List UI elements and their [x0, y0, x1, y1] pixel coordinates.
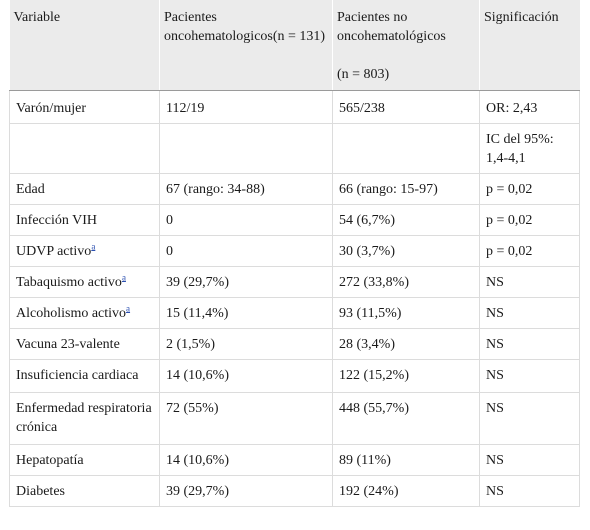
- table-row: Enfermedad respiratoria crónica 72 (55%)…: [9, 392, 580, 445]
- cell-variable: Insuficiencia cardiaca: [9, 359, 160, 393]
- cell-no-onco: [332, 123, 480, 174]
- cell-variable-text: Tabaquismo activo: [16, 275, 122, 290]
- comparison-table: Variable Pacientes oncohematologicos(n =…: [9, 0, 580, 507]
- header-no-onco-n: (n = 803): [337, 67, 390, 82]
- table-body: Varón/mujer 112/19 565/238 OR: 2,43 IC d…: [9, 90, 580, 507]
- cell-signif: NS: [479, 475, 580, 507]
- footnote-link[interactable]: a: [91, 241, 96, 252]
- cell-no-onco: 30 (3,7%): [332, 235, 480, 267]
- cell-no-onco: 28 (3,4%): [332, 328, 480, 360]
- cell-no-onco: 54 (6,7%): [332, 204, 480, 236]
- cell-no-onco: 66 (rango: 15-97): [332, 173, 480, 205]
- cell-variable: Infección VIH: [9, 204, 160, 236]
- table-header: Variable Pacientes oncohematologicos(n =…: [9, 0, 580, 91]
- cell-variable: UDVP activoa: [9, 235, 160, 267]
- header-row: Variable Pacientes oncohematologicos(n =…: [9, 0, 580, 91]
- cell-onco: 67 (rango: 34-88): [159, 173, 333, 205]
- cell-variable-text: Alcoholismo activo: [16, 306, 127, 321]
- header-onco: Pacientes oncohematologicos(n = 131): [159, 0, 333, 91]
- cell-variable: Vacuna 23-valente: [9, 328, 160, 360]
- cell-onco: 0: [159, 235, 333, 267]
- cell-signif: NS: [479, 297, 580, 329]
- header-signif-text: Significación: [484, 10, 559, 25]
- cell-onco: 72 (55%): [159, 392, 333, 445]
- table-row: Alcoholismo activoa 15 (11,4%) 93 (11,5%…: [9, 297, 580, 329]
- cell-onco: 2 (1,5%): [159, 328, 333, 360]
- cell-onco: 14 (10,6%): [159, 359, 333, 393]
- table-row: IC del 95%: 1,4-4,1: [9, 123, 580, 174]
- cell-no-onco: 565/238: [332, 90, 480, 124]
- table-row: Tabaquismo activoa 39 (29,7%) 272 (33,8%…: [9, 266, 580, 298]
- header-variable: Variable: [9, 0, 160, 91]
- cell-signif: NS: [479, 359, 580, 393]
- cell-no-onco: 192 (24%): [332, 475, 480, 507]
- cell-variable: Edad: [9, 173, 160, 205]
- header-no-onco: Pacientes no oncohematológicos (n = 803): [332, 0, 480, 91]
- cell-signif: NS: [479, 328, 580, 360]
- table-row: Infección VIH 0 54 (6,7%) p = 0,02: [9, 204, 580, 236]
- cell-signif: p = 0,02: [479, 235, 580, 267]
- header-onco-text: Pacientes oncohematologicos(n = 131): [164, 10, 326, 44]
- header-no-onco-text: Pacientes no oncohematológicos: [337, 10, 446, 44]
- header-variable-text: Variable: [13, 10, 61, 25]
- cell-no-onco: 122 (15,2%): [332, 359, 480, 393]
- header-signif: Significación: [479, 0, 580, 91]
- footnote-link[interactable]: a: [121, 272, 126, 283]
- cell-signif: NS: [479, 266, 580, 298]
- cell-signif: IC del 95%: 1,4-4,1: [479, 123, 580, 174]
- data-table: Variable Pacientes oncohematologicos(n =…: [9, 0, 580, 507]
- cell-signif: p = 0,02: [479, 204, 580, 236]
- cell-no-onco: 272 (33,8%): [332, 266, 480, 298]
- cell-variable: Diabetes: [9, 475, 160, 507]
- cell-onco: 112/19: [159, 90, 333, 124]
- table-row: Insuficiencia cardiaca 14 (10,6%) 122 (1…: [9, 359, 580, 393]
- cell-variable: Tabaquismo activoa: [9, 266, 160, 298]
- cell-variable: [9, 123, 160, 174]
- cell-variable: Varón/mujer: [9, 90, 160, 124]
- cell-onco: 15 (11,4%): [159, 297, 333, 329]
- footnote-link[interactable]: a: [126, 303, 131, 314]
- table-row: Edad 67 (rango: 34-88) 66 (rango: 15-97)…: [9, 173, 580, 205]
- cell-no-onco: 89 (11%): [332, 444, 480, 476]
- table-row: Varón/mujer 112/19 565/238 OR: 2,43: [9, 90, 580, 124]
- cell-variable: Enfermedad respiratoria crónica: [9, 392, 160, 445]
- cell-variable-text: UDVP activo: [16, 244, 92, 259]
- table-row: Vacuna 23-valente 2 (1,5%) 28 (3,4%) NS: [9, 328, 580, 360]
- cell-variable: Hepatopatía: [9, 444, 160, 476]
- cell-onco: 39 (29,7%): [159, 266, 333, 298]
- table-row: Hepatopatía 14 (10,6%) 89 (11%) NS: [9, 444, 580, 476]
- cell-variable: Alcoholismo activoa: [9, 297, 160, 329]
- cell-signif: NS: [479, 444, 580, 476]
- cell-signif: p = 0,02: [479, 173, 580, 205]
- cell-onco: [159, 123, 333, 174]
- table-row: Diabetes 39 (29,7%) 192 (24%) NS: [9, 475, 580, 507]
- cell-onco: 14 (10,6%): [159, 444, 333, 476]
- table-row: UDVP activoa 0 30 (3,7%) p = 0,02: [9, 235, 580, 267]
- cell-signif: NS: [479, 392, 580, 445]
- cell-onco: 0: [159, 204, 333, 236]
- cell-no-onco: 93 (11,5%): [332, 297, 480, 329]
- cell-no-onco: 448 (55,7%): [332, 392, 480, 445]
- cell-signif: OR: 2,43: [479, 90, 580, 124]
- cell-onco: 39 (29,7%): [159, 475, 333, 507]
